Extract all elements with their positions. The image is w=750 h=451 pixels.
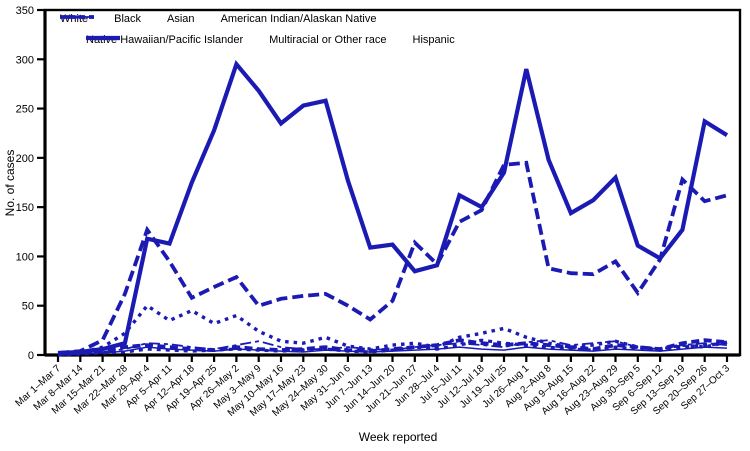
series-line-hispanic xyxy=(57,59,729,356)
legend-swatch-hispanic xyxy=(86,35,120,41)
series-lines xyxy=(57,59,729,357)
legend-item-black: Black xyxy=(72,13,142,25)
legend-label-hispanic: Hispanic xyxy=(412,34,455,46)
y-tick-label: 150 xyxy=(16,202,34,214)
legend-label-black: Black xyxy=(114,13,142,25)
y-tick-label: 250 xyxy=(16,104,34,116)
legend-swatch-american-indian-alaskan-native xyxy=(60,16,94,18)
series-line-asian xyxy=(57,346,728,356)
legend-item-american-indian-alaskan-native: American Indian/Alaskan Native xyxy=(60,13,377,25)
y-tick-label: 100 xyxy=(16,251,34,263)
legend-label-native-hawaiian-pacific-islander: Native Hawaiian/Pacific Islander xyxy=(86,34,244,46)
y-tick-label: 350 xyxy=(16,5,34,17)
series-line-multiracial-or-other-race xyxy=(57,338,728,356)
y-tick-label: 300 xyxy=(16,54,34,66)
series-line-native-hawaiian-pacific-islander xyxy=(57,303,728,356)
legend-label-multiracial-or-other-race: Multiracial or Other race xyxy=(269,34,387,46)
y-tick-label: 200 xyxy=(16,153,34,165)
legend-item-multiracial-or-other-race: Multiracial or Other race xyxy=(86,34,387,46)
series-line-white xyxy=(57,160,728,355)
legend-label-asian: Asian xyxy=(167,13,195,25)
x-axis-title: Week reported xyxy=(359,430,438,444)
y-tick-label: 0 xyxy=(28,350,34,362)
legend-item-asian: Asian xyxy=(60,13,195,25)
legend-row-2: Native Hawaiian/Pacific Islander Multirac… xyxy=(86,33,455,47)
legend-label-american-indian-alaskan-native: American Indian/Alaskan Native xyxy=(220,13,377,25)
legend-row-1: White Black Asian American Indian/Alaskan N… xyxy=(60,12,376,26)
legend-item-hispanic: Hispanic xyxy=(86,34,455,46)
y-tick-label: 50 xyxy=(22,301,34,313)
y-axis-title: No. of cases xyxy=(3,150,17,217)
